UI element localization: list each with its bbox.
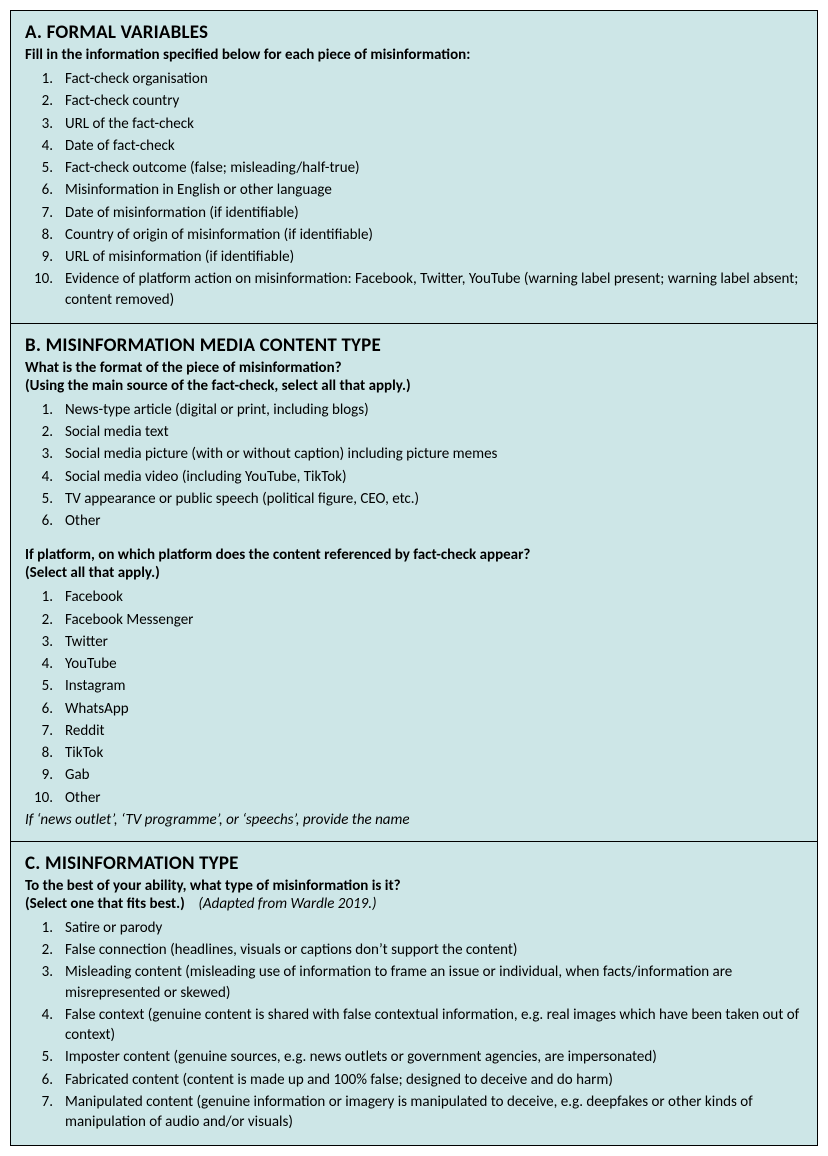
item-text: Social media video (including YouTube, T… xyxy=(65,468,347,486)
list-item: 10.Other xyxy=(25,787,803,809)
section-b-list1: 1.News-type article (digital or print, i… xyxy=(25,399,803,533)
list-item: 4.Social media video (including YouTube,… xyxy=(25,466,803,488)
item-text: Date of misinformation (if identifiable) xyxy=(65,204,299,222)
list-item: 7.Date of misinformation (if identifiabl… xyxy=(25,202,803,224)
item-text: TikTok xyxy=(65,744,103,762)
section-a-sub: Fill in the information specified below … xyxy=(25,46,803,64)
list-item: 6.Misinformation in English or other lan… xyxy=(25,179,803,201)
section-c-list: 1.Satire or parody 2.False connection (h… xyxy=(25,917,803,1134)
list-item: 4.YouTube xyxy=(25,653,803,675)
list-item: 2.False connection (headlines, visuals o… xyxy=(25,939,803,961)
section-b-sub1a: What is the format of the piece of misin… xyxy=(25,359,803,377)
item-text: WhatsApp xyxy=(65,700,129,718)
list-item: 3.Twitter xyxy=(25,631,803,653)
list-item: 1.Satire or parody xyxy=(25,917,803,939)
item-text: Evidence of platform action on misinform… xyxy=(65,270,798,308)
section-b-note: If ‘news outlet’, ‘TV programme’, or ‘sp… xyxy=(25,811,803,829)
section-a-list: 1.Fact-check organisation 2.Fact-check c… xyxy=(25,68,803,311)
list-item: 6.WhatsApp xyxy=(25,698,803,720)
item-text: Social media text xyxy=(65,423,169,441)
section-b-sub2a: If platform, on which platform does the … xyxy=(25,546,803,564)
section-b: B. MISINFORMATION MEDIA CONTENT TYPE Wha… xyxy=(10,324,818,842)
list-item: 6.Fabricated content (content is made up… xyxy=(25,1069,803,1091)
item-text: Fabricated content (content is made up a… xyxy=(65,1071,613,1089)
list-item: 2.Facebook Messenger xyxy=(25,609,803,631)
item-text: Reddit xyxy=(65,722,105,740)
item-text: Gab xyxy=(65,766,90,784)
item-text: Misinformation in English or other langu… xyxy=(65,181,332,199)
list-item: 2.Fact-check country xyxy=(25,90,803,112)
item-text: Manipulated content (genuine information… xyxy=(65,1093,753,1131)
section-c-sub2-ital: (Adapted from Wardle 2019.) xyxy=(198,895,376,913)
item-text: Country of origin of misinformation (if … xyxy=(65,226,373,244)
list-item: 6.Other xyxy=(25,510,803,532)
list-item: 4.False context (genuine content is shar… xyxy=(25,1004,803,1047)
item-text: Satire or parody xyxy=(65,919,162,937)
item-text: Facebook Messenger xyxy=(65,611,193,629)
list-item: 5.Instagram xyxy=(25,675,803,697)
section-c-sub2: (Select one that fits best.) (Adapted fr… xyxy=(25,895,803,913)
list-item: 8.Country of origin of misinformation (i… xyxy=(25,224,803,246)
item-text: News-type article (digital or print, inc… xyxy=(65,401,369,419)
item-text: False context (genuine content is shared… xyxy=(65,1006,799,1044)
item-text: Twitter xyxy=(65,633,108,651)
list-item: 1.Fact-check organisation xyxy=(25,68,803,90)
section-c-sub1: To the best of your ability, what type o… xyxy=(25,877,803,895)
list-item: 7.Manipulated content (genuine informati… xyxy=(25,1091,803,1134)
item-text: False connection (headlines, visuals or … xyxy=(65,941,517,959)
item-text: Imposter content (genuine sources, e.g. … xyxy=(65,1048,657,1066)
list-item: 1.Facebook xyxy=(25,586,803,608)
section-c-title: C. MISINFORMATION TYPE xyxy=(25,852,803,875)
item-text: Fact-check organisation xyxy=(65,70,208,88)
section-c-sub2-bold: (Select one that fits best.) xyxy=(25,895,185,913)
list-item: 3.Misleading content (misleading use of … xyxy=(25,961,803,1004)
section-c: C. MISINFORMATION TYPE To the best of yo… xyxy=(10,842,818,1147)
section-a-title: A. FORMAL VARIABLES xyxy=(25,21,803,44)
item-text: Date of fact-check xyxy=(65,137,175,155)
list-item: 3.URL of the fact-check xyxy=(25,113,803,135)
list-item: 4.Date of fact-check xyxy=(25,135,803,157)
list-item: 9.URL of misinformation (if identifiable… xyxy=(25,246,803,268)
list-item: 2.Social media text xyxy=(25,421,803,443)
list-item: 1.News-type article (digital or print, i… xyxy=(25,399,803,421)
list-item: 9.Gab xyxy=(25,764,803,786)
list-item: 7.Reddit xyxy=(25,720,803,742)
section-b-sub2b: (Select all that apply.) xyxy=(25,564,803,582)
item-text: Fact-check country xyxy=(65,92,179,110)
section-b-list2: 1.Facebook 2.Facebook Messenger 3.Twitte… xyxy=(25,586,803,809)
item-text: URL of misinformation (if identifiable) xyxy=(65,248,294,266)
section-a: A. FORMAL VARIABLES Fill in the informat… xyxy=(10,10,818,324)
list-item: 3.Social media picture (with or without … xyxy=(25,443,803,465)
item-text: Fact-check outcome (false; misleading/ha… xyxy=(65,159,360,177)
list-item: 5.Fact-check outcome (false; misleading/… xyxy=(25,157,803,179)
section-b-title: B. MISINFORMATION MEDIA CONTENT TYPE xyxy=(25,334,803,357)
item-text: Misleading content (misleading use of in… xyxy=(65,963,732,1001)
section-b-sub1b: (Using the main source of the fact-check… xyxy=(25,377,803,395)
list-item: 5.TV appearance or public speech (politi… xyxy=(25,488,803,510)
item-text: Other xyxy=(65,789,101,807)
list-item: 8.TikTok xyxy=(25,742,803,764)
item-text: Facebook xyxy=(65,588,123,606)
list-item: 10.Evidence of platform action on misinf… xyxy=(25,268,803,311)
item-text: YouTube xyxy=(65,655,117,673)
item-text: Social media picture (with or without ca… xyxy=(65,445,497,463)
item-text: URL of the fact-check xyxy=(65,115,194,133)
item-text: TV appearance or public speech (politica… xyxy=(65,490,419,508)
list-item: 5.Imposter content (genuine sources, e.g… xyxy=(25,1046,803,1068)
item-text: Instagram xyxy=(65,677,126,695)
item-text: Other xyxy=(65,512,101,530)
